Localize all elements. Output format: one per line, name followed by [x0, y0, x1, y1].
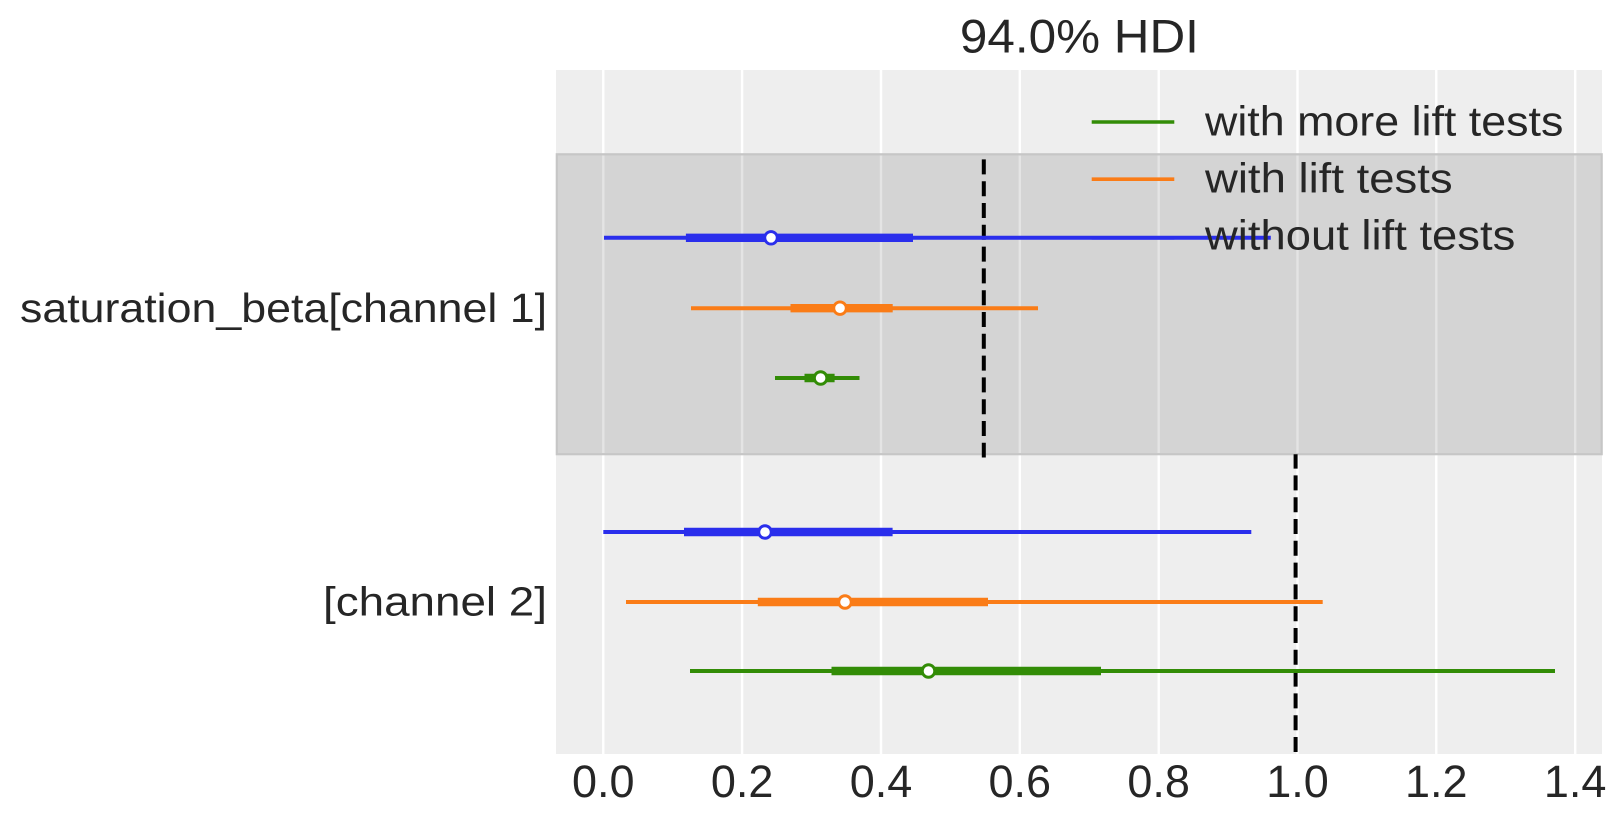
svg-text:without lift tests: without lift tests	[1204, 211, 1515, 258]
svg-text:[channel 2]: [channel 2]	[323, 579, 547, 625]
svg-text:0.8: 0.8	[1127, 756, 1190, 807]
svg-text:saturation_beta[channel 1]: saturation_beta[channel 1]	[20, 285, 547, 331]
svg-text:1.4: 1.4	[1544, 756, 1607, 807]
svg-text:0.2: 0.2	[711, 756, 774, 807]
svg-text:1.0: 1.0	[1266, 756, 1329, 807]
svg-text:0.6: 0.6	[989, 756, 1052, 807]
svg-text:0.4: 0.4	[850, 756, 913, 807]
svg-text:94.0% HDI: 94.0% HDI	[960, 10, 1199, 63]
svg-text:with lift tests: with lift tests	[1204, 155, 1453, 202]
svg-text:0.0: 0.0	[572, 756, 635, 807]
svg-text:1.2: 1.2	[1405, 756, 1468, 807]
svg-text:with more lift tests: with more lift tests	[1204, 98, 1563, 145]
